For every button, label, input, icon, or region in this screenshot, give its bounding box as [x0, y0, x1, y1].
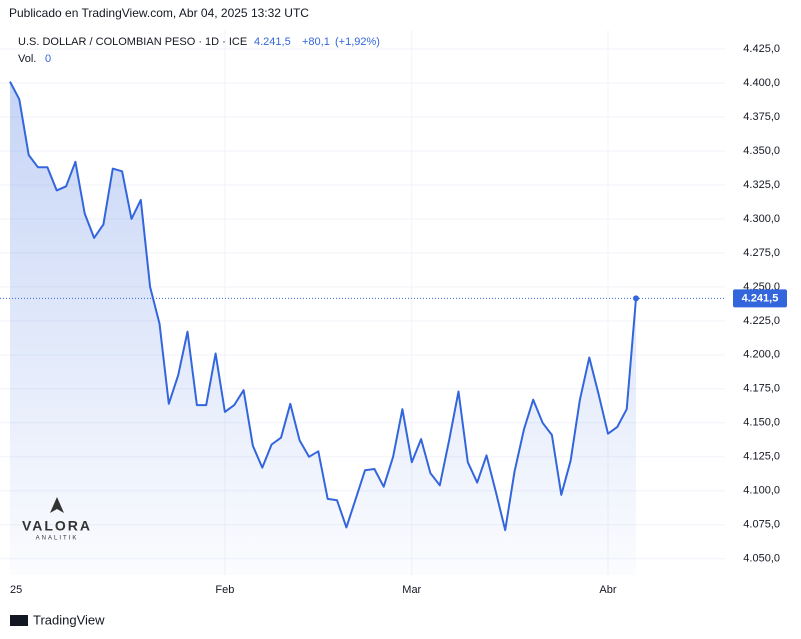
x-tick-label: Mar [402, 584, 421, 596]
last-point [633, 295, 639, 302]
y-tick-label: 4.375,0 [743, 111, 780, 123]
footer: TradingView [33, 612, 105, 627]
area [10, 81, 636, 575]
y-tick-label: 4.050,0 [743, 553, 780, 565]
y-tick-label: 4.325,0 [743, 179, 780, 191]
symbol: U.S. DOLLAR / COLOMBIAN PESO · 1D · ICE [18, 36, 247, 48]
y-tick-label: 4.425,0 [743, 43, 780, 55]
tv-logo [10, 615, 28, 626]
logo-name: VALORA [22, 518, 92, 534]
x-tick-label: Abr [599, 584, 616, 596]
y-tick-label: 4.350,0 [743, 145, 780, 157]
y-tick-label: 4.100,0 [743, 485, 780, 497]
y-tick-label: 4.300,0 [743, 213, 780, 225]
x-tick-label: Feb [215, 584, 234, 596]
vol-label: Vol. [18, 53, 36, 65]
legend-change: +80,1 [302, 36, 330, 48]
y-tick-label: 4.175,0 [743, 383, 780, 395]
logo-sub: ANALITIK [36, 536, 79, 542]
y-tick-label: 4.400,0 [743, 77, 780, 89]
legend-change-pct: (+1,92%) [335, 36, 380, 48]
y-tick-label: 4.275,0 [743, 247, 780, 259]
x-tick-label: 25 [10, 584, 22, 596]
logo-icon [50, 497, 64, 513]
y-tick-label: 4.075,0 [743, 519, 780, 531]
y-tick-label: 4.225,0 [743, 315, 780, 327]
y-tick-label: 4.200,0 [743, 349, 780, 361]
y-tick-label: 4.125,0 [743, 451, 780, 463]
price-badge-label: 4.241,5 [742, 292, 779, 304]
vol-value: 0 [45, 53, 51, 65]
legend-price: 4.241,5 [254, 36, 291, 48]
published-note: Publicado en TradingView.com, Abr 04, 20… [9, 6, 309, 20]
price-badge [733, 289, 787, 308]
y-tick-label: 4.150,0 [743, 417, 780, 429]
price-line [9, 81, 637, 532]
